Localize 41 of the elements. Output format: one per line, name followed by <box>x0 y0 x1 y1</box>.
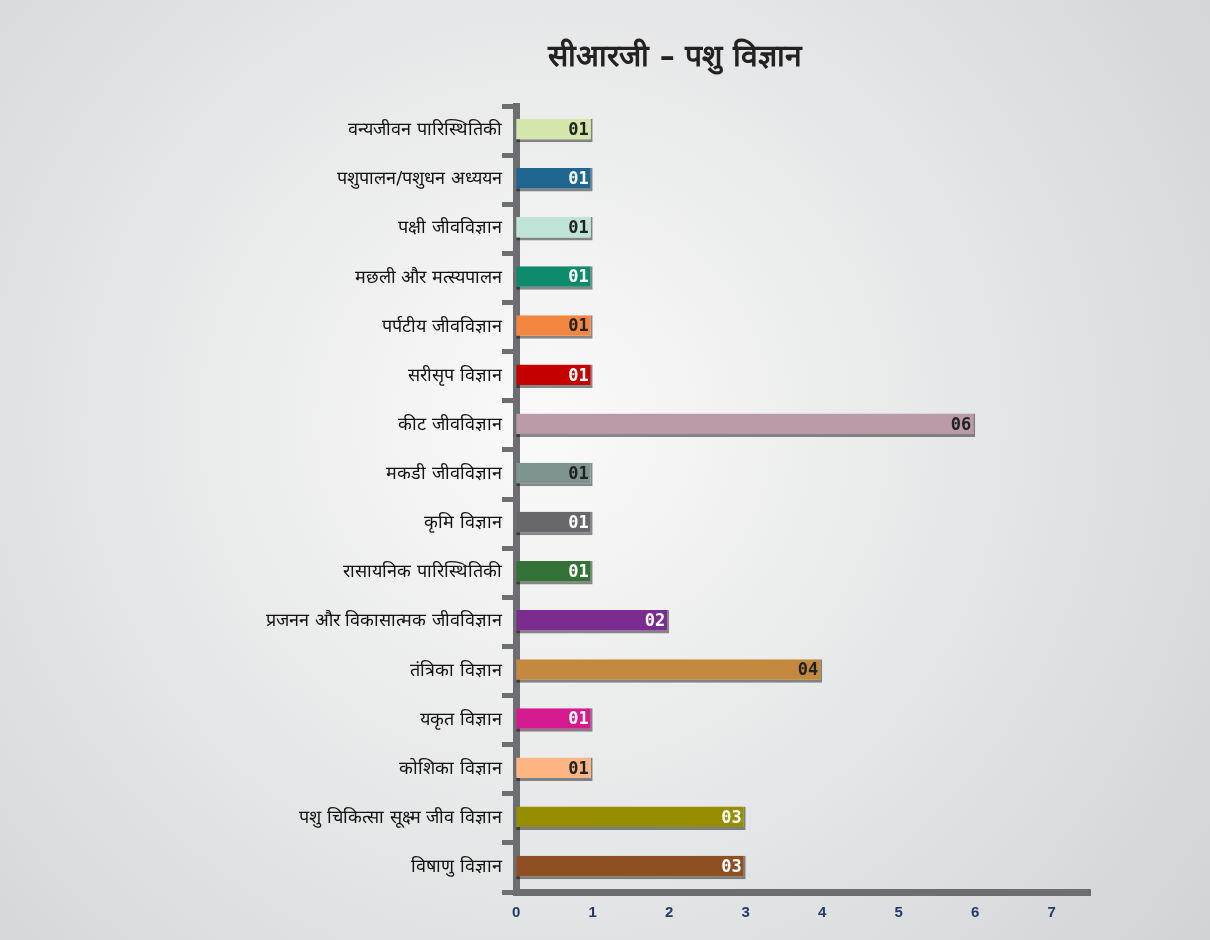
data-label: 01 <box>568 364 589 385</box>
data-label: 03 <box>721 855 742 876</box>
y-tick-label: प्रजनन और विकासात्मक जीवविज्ञान <box>265 609 504 631</box>
data-label: 01 <box>568 315 589 336</box>
data-label: 01 <box>568 511 589 532</box>
y-tick-label: पर्पटीय जीवविज्ञान <box>382 314 504 336</box>
y-tick-label: मछली और मत्स्यपालन <box>354 265 504 287</box>
x-tick-label: 7 <box>1047 903 1056 921</box>
y-tick-label: पक्षी जीवविज्ञान <box>398 216 504 238</box>
y-tick-label: विषाणु विज्ञान <box>411 855 504 878</box>
data-label: 01 <box>568 118 589 139</box>
data-label: 01 <box>568 462 589 483</box>
data-label: 01 <box>568 708 589 729</box>
data-label: 04 <box>797 659 819 680</box>
y-tick-label: रासायनिक पारिस्थितिकी <box>343 560 503 582</box>
x-tick-label: 5 <box>894 903 903 921</box>
x-tick-label: 0 <box>511 903 521 921</box>
y-tick-label: तंत्रिका विज्ञान <box>410 658 504 680</box>
y-tick-label: कोशिका विज्ञान <box>399 756 504 778</box>
y-tick-label: वन्यजीवन पारिस्थितिकी <box>348 118 503 140</box>
data-label: 01 <box>568 168 589 189</box>
y-tick-label: कृमि विज्ञान <box>424 511 504 534</box>
data-label: 01 <box>568 217 589 238</box>
y-tick-label: पशुपालन/पशुधन अध्ययन <box>337 167 504 190</box>
chart-title: सीआरजी – पशु विज्ञान <box>547 37 803 75</box>
x-tick-label: 4 <box>818 903 828 921</box>
data-label: 06 <box>950 413 972 434</box>
y-tick-label: कीट जीवविज्ञान <box>398 412 504 434</box>
data-label: 03 <box>721 806 742 827</box>
data-label: 01 <box>568 757 589 778</box>
y-tick-label: यकृत विज्ञान <box>420 707 504 730</box>
data-label: 02 <box>644 610 666 631</box>
y-tick-label: सरीसृप विज्ञान <box>408 363 504 386</box>
data-label: 01 <box>568 561 589 582</box>
x-tick-label: 1 <box>588 903 597 921</box>
x-tick-label: 6 <box>971 903 980 921</box>
x-tick-label: 2 <box>665 903 674 921</box>
y-tick-label: मकडी जीवविज्ञान <box>386 462 504 484</box>
x-tick-label: 3 <box>741 903 750 921</box>
data-label: 01 <box>568 266 589 287</box>
y-tick-label: पशु चिकित्सा सूक्ष्म जीव विज्ञान <box>299 805 504 828</box>
